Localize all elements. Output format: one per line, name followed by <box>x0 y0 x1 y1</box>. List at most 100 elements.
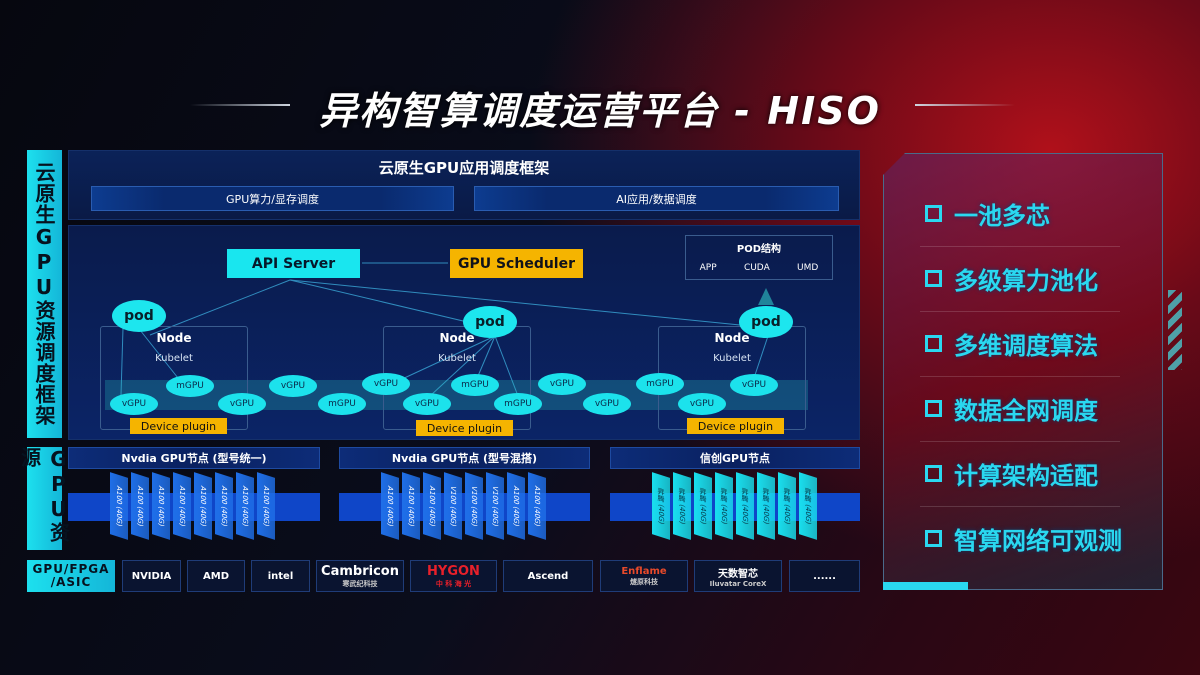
device-plugin-box: Device plugin <box>130 418 227 434</box>
feature-label: 一池多芯 <box>954 202 1050 230</box>
api-node2-link <box>289 279 481 326</box>
gpu-chip: V100 (40G) <box>444 472 462 540</box>
gpu-ellipse: mGPU <box>166 375 214 397</box>
pod-ellipse: pod <box>463 306 517 338</box>
gpu-chip: 昇腾 (40G) <box>757 472 775 540</box>
feature-item: 智算网络可观测 <box>925 521 1122 556</box>
gpu-chip: A100 (40G) <box>152 472 170 540</box>
feature-divider <box>920 246 1120 247</box>
gpu-chip: 昇腾 (40G) <box>694 472 712 540</box>
pod-structure-box: POD结构 APP CUDA UMD <box>685 235 833 280</box>
checkbox-icon <box>925 335 942 352</box>
checkbox-icon <box>925 205 942 222</box>
vendor-logo-amd: AMD <box>187 560 245 592</box>
gpu-chip: A100 (40G) <box>423 472 441 540</box>
gpu-pod2-link <box>494 335 519 397</box>
vendor-name: Cambricon <box>321 563 399 579</box>
gpu-ellipse: vGPU <box>538 373 586 395</box>
panel-stripes-decor <box>1168 290 1182 370</box>
gpu-chip: V100 (40G) <box>465 472 483 540</box>
feature-divider <box>920 376 1120 377</box>
gpu-chip: A100 (40G) <box>402 472 420 540</box>
pod-structure-title: POD结构 <box>736 244 782 255</box>
gpu-scheduler-box: GPU Scheduler <box>450 249 583 278</box>
node-box: Node Kubelet <box>100 326 248 430</box>
gpu-chip: V100 (40G) <box>486 472 504 540</box>
gpu-pod1-link <box>139 329 179 379</box>
framework-side-label: 云原生GPU资源调度框架 <box>27 150 62 438</box>
gpu-ellipse: vGPU <box>269 375 317 397</box>
node-label: Node <box>714 331 750 345</box>
feature-label: 数据全网调度 <box>954 397 1098 425</box>
vendor-name: HYGON <box>427 563 480 579</box>
feature-label: 多维调度算法 <box>954 332 1098 360</box>
gpu-chip: A100 (40G) <box>110 472 128 540</box>
gpu-chip: 昇腾 (40G) <box>778 472 796 540</box>
gpu-ellipse: vGPU <box>110 393 158 415</box>
features-panel <box>883 153 1163 590</box>
gpu-chip: 昇腾 (40G) <box>799 472 817 540</box>
pod-structure-umd: UMD <box>797 263 819 273</box>
gpu-ellipse: mGPU <box>451 374 499 396</box>
checkbox-icon <box>925 400 942 417</box>
gpu-chip: 昇腾 (40G) <box>673 472 691 540</box>
vendor-name: AMD <box>203 570 229 582</box>
gpu-chip: A100 (40G) <box>528 472 546 540</box>
gpu-node-header: Nvdia GPU节点 (型号混搭) <box>339 447 590 469</box>
vendor-logo-enflame: Enflame 燧原科技 <box>600 560 688 592</box>
device-plugin-box: Device plugin <box>416 420 513 436</box>
checkbox-icon <box>925 465 942 482</box>
gpu-ellipse: vGPU <box>583 393 631 415</box>
gpu-ellipse: vGPU <box>730 374 778 396</box>
feature-item: 计算架构适配 <box>925 456 1098 491</box>
gpu-pod2-link <box>429 335 496 397</box>
api-server-box: API Server <box>227 249 360 278</box>
gpu-ellipse: mGPU <box>636 373 684 395</box>
vendor-name: intel <box>267 570 294 582</box>
checkbox-icon <box>925 530 942 547</box>
gpu-chip: 昇腾 (40G) <box>715 472 733 540</box>
framework-panel: 云原生GPU应用调度框架 GPU算力/显存调度 AI应用/数据调度 <box>68 150 860 220</box>
pod-structure-app: APP <box>699 263 717 273</box>
gpu-chip: 昇腾 (40G) <box>736 472 754 540</box>
kubelet-label: Kubelet <box>155 353 193 364</box>
node-label: Node <box>439 331 475 345</box>
node-label: Node <box>156 331 192 345</box>
pod-structure-cuda: CUDA <box>743 263 770 273</box>
gpu-chip: A100 (40G) <box>173 472 191 540</box>
vendor-logo-cambricon: Cambricon 寒武纪科技 <box>316 560 404 592</box>
vendor-name: Enflame <box>621 565 667 577</box>
framework-title: 云原生GPU应用调度框架 <box>378 159 550 177</box>
vendor-subtitle: 寒武纪科技 <box>342 579 378 588</box>
gpu-chip: A100 (40G) <box>381 472 399 540</box>
vendor-logo-hygon: HYGON 中 科 海 光 <box>410 560 497 592</box>
feature-item: 多级算力池化 <box>925 261 1098 296</box>
gpu-node-header: Nvdia GPU节点 (型号统一) <box>68 447 320 469</box>
gpu-ellipse: vGPU <box>403 393 451 415</box>
gpu-ellipse: mGPU <box>494 393 542 415</box>
gpu-ellipse: vGPU <box>362 373 410 395</box>
vendor-subtitle: 中 科 海 光 <box>435 579 472 588</box>
gpu-node-base <box>610 493 860 521</box>
gpu-pod1-link <box>120 327 124 396</box>
feature-label: 多级算力池化 <box>954 267 1098 295</box>
feature-divider <box>920 311 1120 312</box>
vendor-logo-nvidia: NVIDIA <box>122 560 181 592</box>
gpu-chip: A100 (40G) <box>131 472 149 540</box>
feature-divider <box>920 506 1120 507</box>
api-node3-link <box>289 279 741 326</box>
gpu-ellipse: vGPU <box>678 393 726 415</box>
vendor-logo-: 天数智芯 Iluvatar CoreX <box>694 560 782 592</box>
feature-label: 计算架构适配 <box>954 462 1098 490</box>
gpu-chip: A100 (40G) <box>507 472 525 540</box>
pod-ellipse: pod <box>112 300 166 332</box>
feature-item: 一池多芯 <box>925 196 1050 231</box>
gpu-pod2-link <box>477 335 496 377</box>
gpu-chip: A100 (40G) <box>257 472 275 540</box>
panel-corner-accent <box>883 582 968 590</box>
kubelet-label: Kubelet <box>713 353 751 364</box>
kubelet-label: Kubelet <box>438 353 476 364</box>
hardware-label: GPU/FPGA /ASIC <box>27 560 115 592</box>
gpu-pod2-link <box>399 335 496 381</box>
